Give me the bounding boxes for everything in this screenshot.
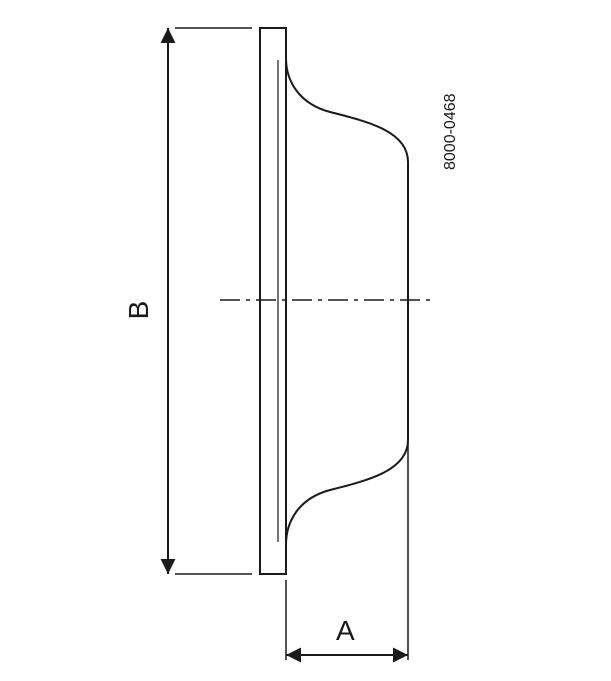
part-inner-lines <box>278 30 286 572</box>
dimension-a: A <box>286 230 408 660</box>
dimension-b: B <box>123 28 252 574</box>
dim-a-label: A <box>336 615 355 646</box>
drawing-canvas: B A 8000-0468 <box>0 0 611 681</box>
part-outline <box>260 28 408 574</box>
dim-b-label: B <box>123 301 154 320</box>
part-number-label: 8000-0468 <box>442 93 459 170</box>
